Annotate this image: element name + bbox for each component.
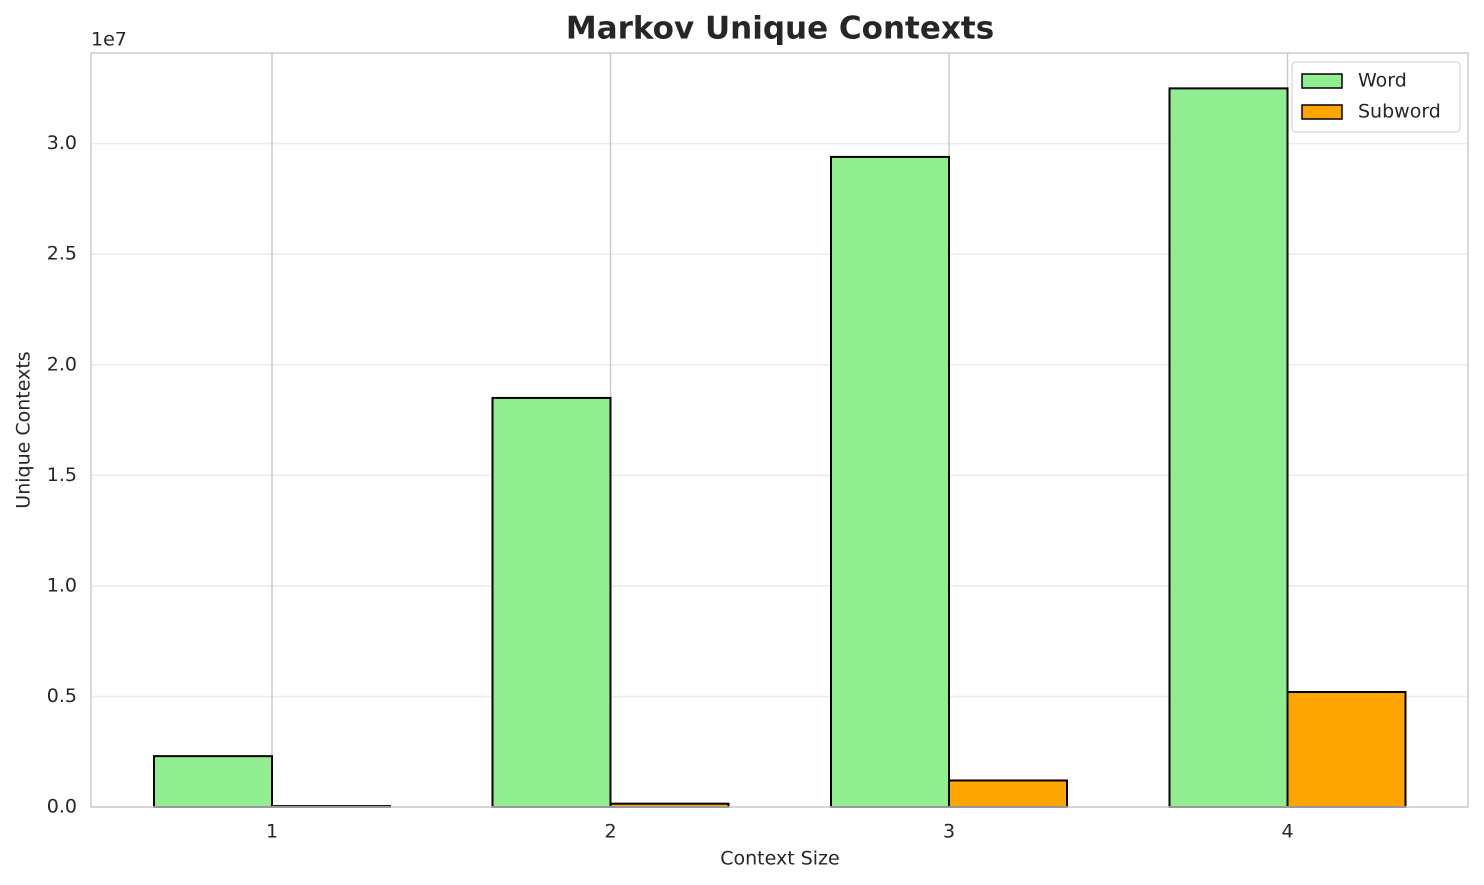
y-tick-label: 2.0 [47, 353, 77, 375]
x-tick-label: 1 [266, 821, 278, 843]
y-tick-label: 0.5 [47, 685, 77, 707]
x-axis-label: Context Size [720, 848, 839, 870]
y-tick-label: 2.5 [47, 243, 77, 265]
y-tick-label: 3.0 [47, 132, 77, 154]
chart-title: Markov Unique Contexts [566, 11, 994, 47]
bar [830, 155, 950, 808]
bar [491, 396, 612, 808]
bar [1168, 87, 1289, 808]
legend-label: Word [1358, 70, 1407, 92]
bar [1286, 691, 1407, 808]
y-offset-label: 1e7 [91, 29, 127, 51]
y-tick-label: 1.0 [47, 574, 77, 596]
plot-frame [90, 52, 1469, 808]
x-tick-label: 3 [943, 821, 955, 843]
y-tick-label: 1.5 [47, 464, 77, 486]
legend-label: Subword [1358, 101, 1441, 123]
x-tick-label: 2 [604, 821, 616, 843]
x-tick-label: 4 [1281, 821, 1293, 843]
legend-swatch [1301, 73, 1343, 89]
legend-swatch [1301, 104, 1343, 120]
y-tick-label: 0.0 [47, 796, 77, 818]
bar [153, 755, 273, 808]
y-axis-label: Unique Contexts [13, 351, 35, 508]
bar [948, 779, 1068, 808]
